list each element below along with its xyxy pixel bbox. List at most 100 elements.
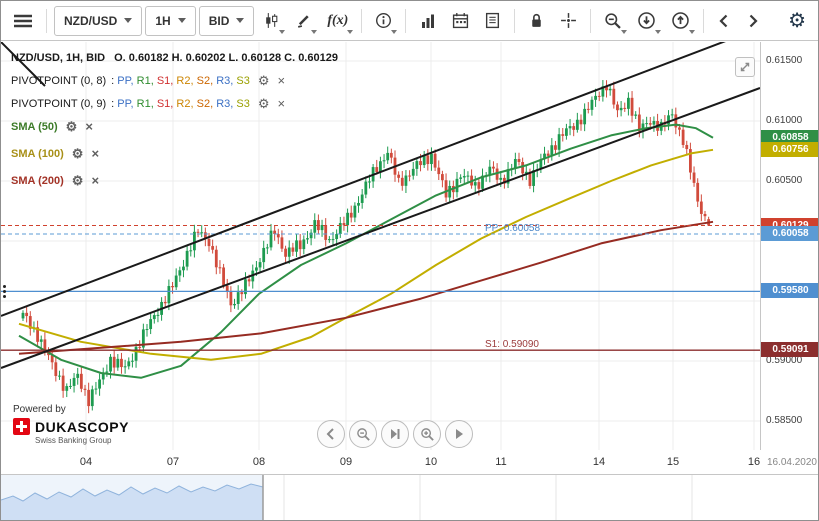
candlestick-icon [263,12,280,29]
calendar-icon [452,12,469,29]
settings-button[interactable]: ⚙ [782,6,812,36]
jump-to-latest-button[interactable] [381,420,409,448]
gear-icon[interactable]: ⚙ [72,147,84,160]
timeframe-select[interactable]: 1H [145,6,195,36]
price-badge: 0.59580 [761,283,819,298]
toolbar-separator [361,9,362,33]
instrument-select[interactable]: NZD/USD [54,6,142,36]
lock-icon [528,12,545,29]
save-template-button[interactable] [631,6,662,36]
zoom-out-button[interactable] [598,6,628,36]
pivot-level-r2: R2, [176,75,196,87]
gear-icon[interactable]: ⚙ [258,74,270,87]
close-icon[interactable]: × [91,147,99,160]
time-label: 04 [80,456,92,468]
news-icon [484,12,501,29]
load-template-button[interactable] [665,6,696,36]
price-badge: 0.60058 [761,226,819,241]
chart-zoom-in-button[interactable] [413,420,441,448]
crosshair-icon [560,12,577,29]
calendar-button[interactable] [446,6,475,36]
pivot2-label: PIVOTPOINT (0, 9) [11,98,106,110]
price-label: 0.58500 [766,415,802,426]
pivot-level-s2: S2, [197,98,217,110]
histogram-icon [419,13,437,29]
close-icon[interactable]: × [278,97,286,110]
pivot-level-s3: S3 [236,98,249,110]
menu-button[interactable] [7,6,39,36]
chart-legend: NZD/USD, 1H, BID O. 0.60182 H. 0.60202 L… [11,50,338,200]
toolbar-separator [590,9,591,33]
time-label: 11 [495,456,506,468]
price-badge: 0.60756 [761,142,819,157]
pivot-level-s1: S1, [157,98,177,110]
chart-canvas[interactable]: PP: 0.60058 S1: 0.59090 NZD/USD, 1H, BID … [1,42,760,450]
crosshair-button[interactable] [554,6,583,36]
scroll-back-button[interactable] [317,420,345,448]
pivot1-levels: : PP, R1, S1, R2, S2, R3, S3 [111,75,250,87]
expand-icon [739,61,751,73]
chart-zoom-out-button[interactable] [349,420,377,448]
detach-chart-button[interactable] [735,57,755,77]
price-side-select[interactable]: BID [199,6,255,36]
powered-by-block: Powered by DUKASCOPY Swiss Banking Group [13,404,129,445]
chevron-down-icon [236,18,244,23]
gear-icon[interactable]: ⚙ [66,120,78,133]
scroll-right-button[interactable] [740,6,766,36]
scroll-left-button[interactable] [711,6,737,36]
fx-label: f(x) [327,13,348,29]
pivot-level-r1: R1, [137,75,157,87]
price-label: 0.60500 [766,175,802,186]
chart-navigator[interactable] [1,475,819,521]
close-icon[interactable]: × [278,74,286,87]
time-label: 07 [167,456,179,468]
time-label: 16 [748,456,760,468]
pivot-level-s2: S2, [197,75,217,87]
lock-button[interactable] [522,6,551,36]
swiss-cross-logo [13,418,30,435]
arrow-left-icon [323,426,339,442]
chart-type-button[interactable] [257,6,286,36]
close-icon[interactable]: × [91,174,99,187]
pivot-level-pp: PP, [117,75,136,87]
pivot-level-r2: R2, [176,98,196,110]
draw-tools-button[interactable] [289,6,318,36]
pivot1-label: PIVOTPOINT (0, 8) [11,75,106,87]
powered-by-text: Powered by [13,404,129,415]
legend-ohlc: O. 0.60182 H. 0.60202 L. 0.60128 C. 0.60… [114,52,338,64]
volume-button[interactable] [413,6,443,36]
time-axis[interactable]: 16.04.2020 040708091011141516 [1,450,819,475]
time-label: 10 [425,456,437,468]
crosshair-date-label: 16.04.2020 [767,457,817,468]
pivot-level-s3: S3 [236,75,249,87]
gear-icon[interactable]: ⚙ [258,97,270,110]
close-icon[interactable]: × [85,120,93,133]
news-button[interactable] [478,6,507,36]
pivot-level-r1: R1, [137,98,157,110]
timeframe-label: 1H [155,14,170,28]
menu-icon [13,13,33,29]
time-label: 09 [340,456,352,468]
chevron-down-icon [124,18,132,23]
chevron-right-icon [746,13,760,29]
toolbar-separator [514,9,515,33]
pivot-level-pp: PP, [117,98,136,110]
svg-text:PP: 0.60058: PP: 0.60058 [485,223,540,234]
indicators-button[interactable]: f(x) [321,6,354,36]
pivot-level-r3: R3, [216,98,236,110]
trading-platform-window: NZD/USD 1H BID f(x) [0,0,819,521]
scroll-forward-button[interactable] [445,420,473,448]
pivot-level-r3: R3, [216,75,236,87]
price-axis[interactable]: 0.615000.610000.605000.590000.585000.608… [760,42,819,450]
legend-instrument: NZD/USD, 1H, BID [11,52,105,64]
info-button[interactable] [369,6,398,36]
svg-text:S1: 0.59090: S1: 0.59090 [485,339,539,350]
sma200-label: SMA (200) [11,175,64,187]
skip-to-end-icon [387,426,403,442]
brand-subtitle: Swiss Banking Group [35,436,129,445]
gear-icon[interactable]: ⚙ [72,174,84,187]
brand-name: DUKASCOPY [35,419,129,435]
navigator-chart [1,475,819,521]
toolbar-separator [703,9,704,33]
chart-toolbar: NZD/USD 1H BID f(x) [1,1,818,41]
